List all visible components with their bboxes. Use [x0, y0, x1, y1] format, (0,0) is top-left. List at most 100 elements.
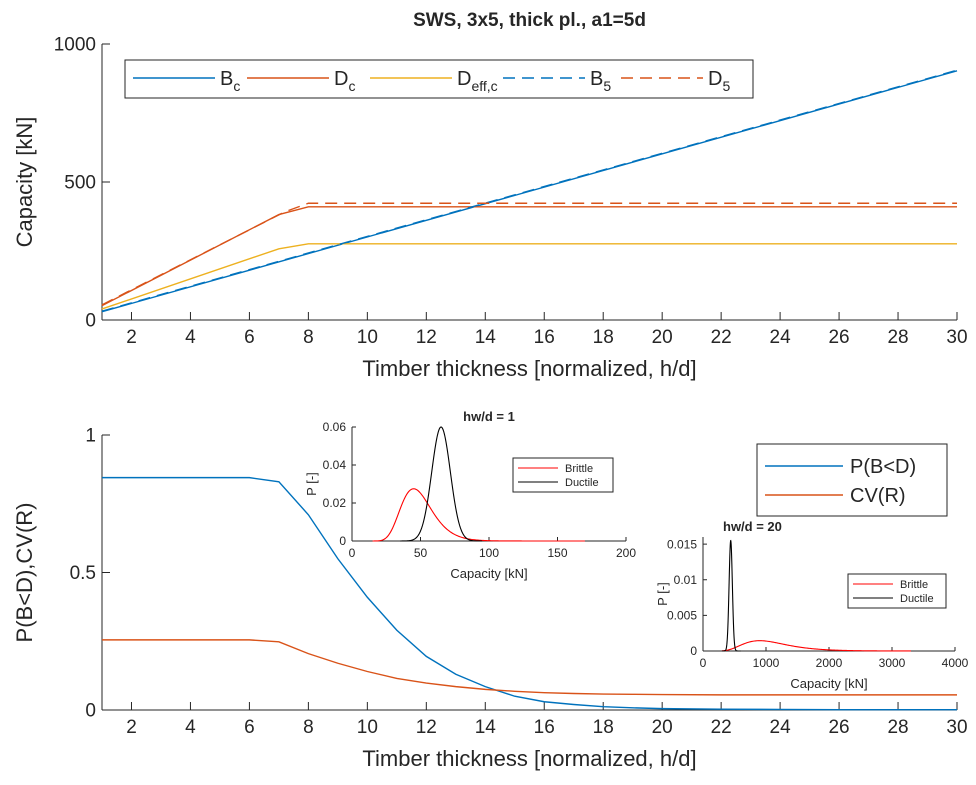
legend-entry-0: Bc	[220, 68, 240, 94]
x-tick-label: 22	[711, 327, 732, 348]
series-line-3-0	[721, 640, 911, 652]
x-tick-label: 26	[828, 327, 849, 348]
x-tick-label: 22	[711, 717, 732, 738]
legend-entry-1: Dc	[334, 68, 355, 94]
x-tick-label: 8	[303, 327, 314, 348]
chart-title: hw/d = 1	[463, 409, 515, 424]
legend-entry-subscript: 5	[722, 78, 730, 94]
x-tick-label: 30	[946, 717, 967, 738]
chart-0: 2 4 6 8 10 12 14 16 18 20 22 24 26 28 3005001000Timber…	[12, 10, 968, 381]
legend-entry-name: B	[590, 68, 603, 90]
x-tick-label: 200	[616, 546, 636, 560]
y-tick-label: 0.015	[667, 537, 697, 551]
x-axis-label: Capacity [kN]	[790, 676, 867, 691]
legend-entry-3: B5	[590, 68, 611, 94]
x-tick-label: 18	[593, 717, 614, 738]
series-line-0-3	[101, 69, 958, 312]
legend-entry-1: CV(R)	[850, 485, 906, 507]
legend-entry-subscript: 5	[603, 78, 611, 94]
legend-entry-name: D	[457, 68, 471, 90]
y-tick-label: 0.5	[70, 563, 96, 584]
x-tick-label: 0	[349, 546, 356, 560]
y-tick-label: 500	[64, 173, 96, 194]
y-tick-label: 0.02	[323, 496, 347, 510]
x-tick-label: 12	[416, 327, 437, 348]
x-tick-label: 18	[593, 327, 614, 348]
legend-entry-0: Brittle	[565, 463, 593, 475]
y-tick-label: 0	[339, 534, 346, 548]
legend-entry-subscript: c	[348, 78, 355, 94]
series-line-3-1	[721, 539, 741, 652]
chart-2: 0 50 100 150 200 0 0.02 0.04 0.06 Capacity [kN] P …	[304, 409, 636, 581]
x-tick-label: 10	[357, 327, 378, 348]
series-line-0-1	[101, 206, 957, 307]
x-axis-label: Timber thickness [normalized, h/d]	[362, 356, 696, 381]
x-tick-label: 4	[185, 327, 196, 348]
y-tick-label: 0	[85, 701, 96, 722]
legend-entry-1: Ductile	[565, 477, 599, 489]
legend-box	[124, 59, 754, 99]
x-tick-label: 20	[652, 327, 673, 348]
x-tick-label: 20	[652, 717, 673, 738]
x-tick-label: 2	[126, 717, 137, 738]
legend-entry-name: B	[220, 68, 233, 90]
legend-box	[512, 457, 614, 493]
series-line-0-2	[101, 243, 957, 310]
x-tick-label: 14	[475, 327, 497, 348]
y-axis-label: P(B<D),CV(R)	[12, 503, 37, 643]
x-tick-label: 0	[700, 656, 707, 670]
legend-entry-1: Ductile	[900, 593, 934, 605]
x-tick-label: 150	[547, 546, 567, 560]
legend-inset-3: Brittle Ductile	[847, 573, 947, 609]
x-tick-label: 4000	[942, 656, 969, 670]
chart-title: SWS, 3x5, thick pl., a1=5d	[413, 10, 646, 31]
y-tick-label: 0.04	[323, 458, 347, 472]
series-line-2-1	[399, 426, 483, 542]
x-tick-label: 10	[357, 717, 378, 738]
legend-entry-name: D	[708, 68, 722, 90]
y-tick-label: 0.06	[323, 420, 347, 434]
y-axis-label: Capacity [kN]	[12, 117, 37, 248]
series-line-2-0	[372, 488, 585, 542]
legend-bottom: P(B<D) CV(R)	[756, 443, 948, 517]
x-tick-label: 4	[185, 717, 196, 738]
x-tick-label: 28	[887, 717, 908, 738]
y-tick-label: 0	[85, 311, 96, 332]
x-tick-label: 1000	[753, 656, 780, 670]
y-tick-label: 0	[690, 644, 697, 658]
x-tick-label: 28	[887, 327, 908, 348]
x-tick-label: 6	[244, 717, 255, 738]
y-tick-label: 1	[85, 426, 96, 447]
x-tick-label: 3000	[879, 656, 906, 670]
x-tick-label: 16	[534, 717, 555, 738]
series-line-1-1	[102, 639, 957, 696]
x-tick-label: 2	[126, 327, 137, 348]
x-tick-label: 30	[946, 327, 967, 348]
x-tick-label: 16	[534, 327, 555, 348]
x-tick-label: 6	[244, 327, 255, 348]
y-tick-label: 0.01	[674, 573, 698, 587]
x-tick-label: 24	[770, 327, 792, 348]
legend-entry-4: D5	[708, 68, 730, 94]
legend-box	[847, 573, 947, 609]
x-tick-label: 14	[475, 717, 497, 738]
legend-entry-2: Deff,c	[457, 68, 498, 94]
x-axis-label: Capacity [kN]	[450, 566, 527, 581]
legend-entry-name: D	[334, 68, 348, 90]
legend-entry-subscript: c	[233, 78, 240, 94]
x-tick-label: 2000	[816, 656, 843, 670]
legend-box	[756, 443, 948, 517]
x-axis-label: Timber thickness [normalized, h/d]	[362, 746, 696, 771]
x-tick-label: 100	[479, 546, 499, 560]
y-axis-label: P [-]	[655, 582, 670, 606]
y-tick-label: 1000	[54, 35, 96, 56]
y-axis-label: P [-]	[304, 472, 319, 496]
chart-3: 0 1000 2000 3000 4000 0 0.005 0.01 0.015 Capacity…	[655, 519, 969, 691]
legend-entry-subscript: eff,c	[471, 78, 497, 94]
legend-entry-0: P(B<D)	[850, 456, 916, 478]
x-tick-label: 24	[770, 717, 792, 738]
x-tick-label: 50	[414, 546, 428, 560]
x-tick-label: 12	[416, 717, 437, 738]
